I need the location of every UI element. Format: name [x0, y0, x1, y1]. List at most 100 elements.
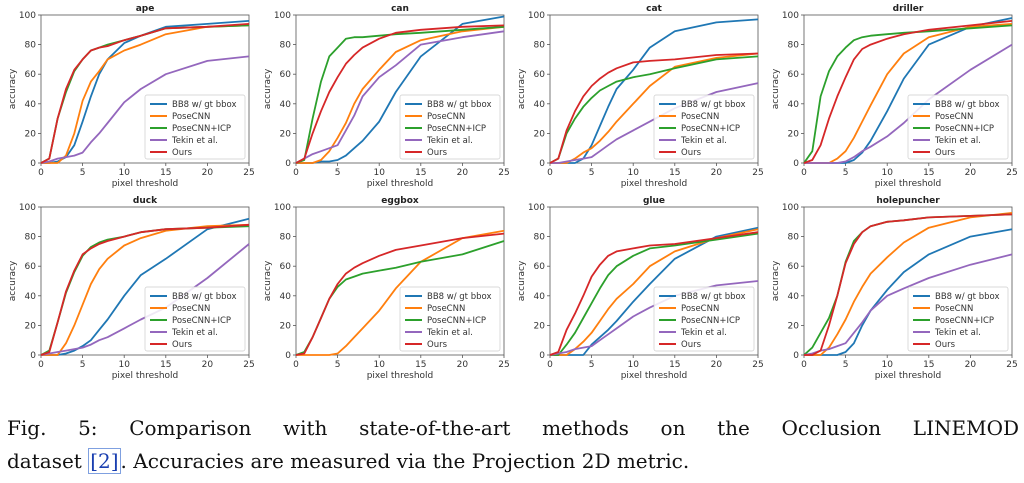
x-tick-label: 20: [711, 360, 723, 370]
y-tick-label: 20: [280, 129, 292, 139]
x-tick-label: 0: [293, 168, 299, 178]
y-tick-label: 20: [25, 321, 37, 331]
legend: BB8 w/ gt bbox PoseCNN PoseCNN+ICP Tekin et…: [144, 286, 246, 352]
y-tick-label: 0: [30, 351, 36, 361]
legend-label: PoseCNN: [681, 304, 719, 314]
y-tick-label: 100: [19, 203, 36, 213]
series-line-posecnn-icp: [550, 232, 759, 356]
series-line-posecnn-icp: [295, 25, 505, 164]
x-tick-label: 0: [801, 168, 807, 178]
y-tick-label: 20: [788, 321, 800, 331]
y-tick-label: 60: [280, 70, 292, 80]
series-line-posecnn: [296, 25, 505, 164]
subplot-title: eggbox: [381, 196, 419, 206]
y-tick-label: 0: [793, 159, 799, 169]
legend-label: Ours: [427, 340, 448, 350]
legend-label: BB8 w/ gt bbox: [681, 292, 745, 302]
y-tick-label: 60: [534, 262, 546, 272]
legend-box: [144, 286, 246, 352]
subplot-ape: ape 0 5 10 15 20 25 0 20 40 60 80 100 pixel threshold…: [8, 4, 255, 189]
legend-label: PoseCNN: [681, 112, 719, 122]
x-tick-label: 15: [923, 360, 934, 370]
caption-text: dataset: [7, 449, 82, 473]
legend-label: Tekin et al.: [934, 328, 981, 338]
legend-label: Tekin et al.: [680, 328, 727, 338]
series-line-tekin-et-al: [803, 253, 1013, 356]
citation-link[interactable]: [2]: [88, 448, 121, 474]
x-tick-label: 5: [843, 168, 849, 178]
y-tick-label: 40: [534, 100, 546, 110]
series-line-ours: [40, 23, 250, 164]
legend-box: [399, 94, 501, 160]
y-tick-label: 80: [534, 233, 546, 243]
legend-box: [144, 94, 246, 160]
y-tick-label: 20: [25, 129, 37, 139]
x-tick-label: 5: [335, 360, 341, 370]
legend-label: PoseCNN+ICP: [935, 124, 994, 134]
y-tick-label: 80: [280, 233, 292, 243]
legend-label: PoseCNN: [935, 112, 973, 122]
x-tick-label: 25: [498, 168, 509, 178]
y-tick-label: 20: [280, 321, 292, 331]
series-line-ours: [295, 24, 505, 164]
legend-box: [653, 94, 755, 160]
legend-box: [907, 286, 1009, 352]
subplot-can: can 0 5 10 15 20 25 0 20 40 60 80 100 pixel threshold…: [263, 4, 510, 189]
legend-label: PoseCNN+ICP: [172, 316, 231, 326]
y-tick-label: 60: [25, 70, 37, 80]
legend-label: Tekin et al.: [426, 328, 473, 338]
x-tick-label: 25: [1006, 360, 1017, 370]
y-tick-label: 0: [30, 159, 36, 169]
legend-label: BB8 w/ gt bbox: [172, 100, 236, 110]
y-tick-label: 80: [788, 233, 800, 243]
series-line-posecnn: [296, 229, 505, 356]
subplot-title: holepuncher: [876, 196, 940, 206]
y-tick-label: 60: [25, 262, 37, 272]
x-tick-label: 0: [293, 360, 299, 370]
legend-label: BB8 w/ gt bbox: [935, 100, 999, 110]
series-line-posecnn-icp: [549, 55, 759, 164]
x-tick-label: 25: [243, 168, 254, 178]
y-tick-label: 80: [534, 41, 546, 51]
y-tick-label: 100: [528, 11, 545, 21]
x-tick-label: 15: [923, 168, 934, 178]
x-tick-label: 25: [752, 360, 763, 370]
x-tick-label: 15: [160, 168, 171, 178]
x-tick-label: 10: [373, 168, 385, 178]
x-tick-label: 10: [118, 168, 130, 178]
series-line-ours: [803, 20, 1013, 164]
x-tick-label: 20: [965, 360, 977, 370]
series-line-bb8-w-gt-bbox: [41, 217, 250, 356]
caption-line-2: dataset [2]. Accuracies are measured via…: [7, 445, 1019, 478]
legend-label: BB8 w/ gt bbox: [935, 292, 999, 302]
y-tick-label: 40: [25, 292, 37, 302]
y-tick-label: 40: [534, 292, 546, 302]
x-tick-label: 0: [38, 360, 44, 370]
subplot-title: cat: [646, 4, 662, 14]
x-axis-label: pixel threshold: [367, 371, 434, 381]
legend: BB8 w/ gt bbox PoseCNN PoseCNN+ICP Tekin et…: [653, 94, 755, 160]
series-line-ours: [549, 231, 759, 356]
series-line-posecnn: [550, 228, 759, 356]
x-tick-label: 20: [202, 360, 214, 370]
legend-label: Tekin et al.: [680, 136, 727, 146]
y-tick-label: 0: [285, 351, 291, 361]
y-tick-label: 60: [280, 262, 292, 272]
y-axis-label: accuracy: [8, 260, 18, 301]
legend-box: [907, 94, 1009, 160]
y-tick-label: 100: [274, 203, 291, 213]
legend-label: Tekin et al.: [171, 136, 218, 146]
series-line-tekin-et-al: [295, 30, 505, 164]
y-tick-label: 100: [782, 203, 799, 213]
subplot-holepuncher: holepuncher 0 5 10 15 20 25 0 20 40 60 80 100 pixel t…: [771, 196, 1018, 381]
legend-label: Ours: [681, 340, 702, 350]
y-tick-label: 0: [793, 351, 799, 361]
x-tick-label: 10: [881, 360, 893, 370]
legend-label: PoseCNN: [172, 112, 210, 122]
y-tick-label: 40: [280, 292, 292, 302]
legend-label: BB8 w/ gt bbox: [427, 292, 491, 302]
y-tick-label: 100: [19, 11, 36, 21]
y-tick-label: 20: [788, 129, 800, 139]
x-tick-label: 10: [373, 360, 385, 370]
legend-box: [399, 286, 501, 352]
